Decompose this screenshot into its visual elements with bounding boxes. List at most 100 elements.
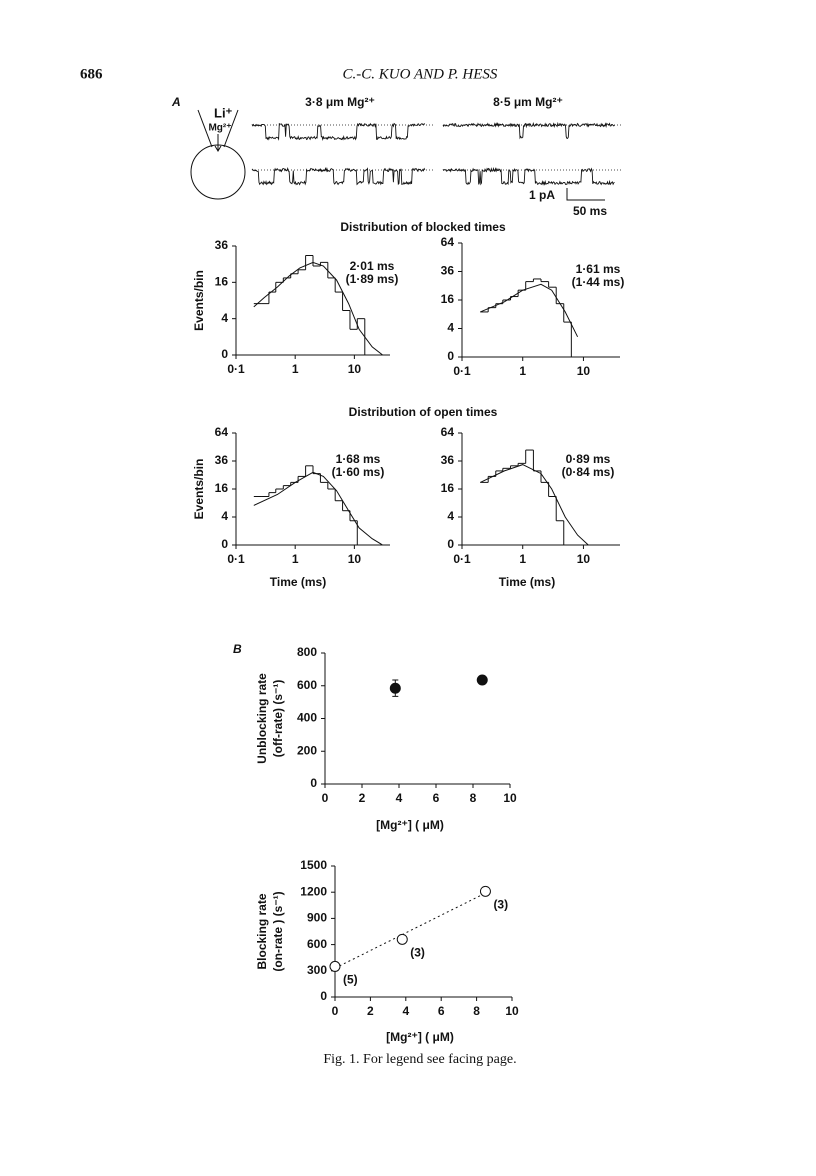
scale-label: 50 ms [573, 204, 607, 218]
fit-curve [253, 471, 383, 546]
y-axis-label: (off-rate) (s⁻¹) [271, 680, 285, 758]
x-tick-label: 2 [367, 1004, 374, 1018]
y-tick-label: 16 [441, 481, 455, 495]
fit-curve [480, 283, 579, 338]
y-tick-label: 4 [221, 509, 228, 523]
trace-title: 8·5 μm Mg²⁺ [493, 95, 563, 109]
y-axis-label: Events/bin [192, 270, 206, 331]
x-tick-label: 1 [519, 364, 526, 378]
trace-title: 3·8 μm Mg²⁺ [305, 95, 375, 109]
x-tick-label: 1 [292, 362, 299, 376]
data-point [479, 885, 491, 897]
x-tick-label: 10 [577, 552, 591, 566]
y-axis-label: (on-rate ) (s⁻¹) [271, 891, 285, 971]
annotation: 1·61 ms [576, 262, 621, 276]
point-label: (3) [493, 897, 508, 911]
x-axis-label: Time (ms) [270, 575, 326, 589]
scale-label: 1 pA [529, 188, 555, 202]
x-tick-label: 1 [292, 552, 299, 566]
y-tick-label: 16 [215, 275, 229, 289]
y-axis-label: Unblocking rate [255, 673, 269, 764]
y-axis-label: Events/bin [192, 459, 206, 520]
y-tick-label: 4 [447, 321, 454, 335]
y-tick-label: 0 [447, 537, 454, 551]
annotation: (1·44 ms) [572, 275, 625, 289]
data-point [396, 933, 408, 945]
x-tick-label: 10 [348, 362, 362, 376]
cell-label: Li⁺ [214, 105, 233, 120]
current-trace [251, 166, 426, 186]
x-tick-label: 0 [322, 791, 329, 805]
fit-curve [253, 261, 383, 356]
point-label: (3) [410, 946, 425, 960]
x-tick-label: 10 [505, 1004, 519, 1018]
y-tick-label: 900 [307, 911, 327, 925]
annotation: (1·60 ms) [332, 465, 385, 479]
y-tick-label: 0 [447, 349, 454, 363]
y-tick-label: 36 [441, 264, 455, 278]
annotation: (1·89 ms) [346, 272, 399, 286]
x-tick-label: 8 [473, 1004, 480, 1018]
page-number: 686 [80, 66, 103, 82]
x-tick-label: 0·1 [453, 552, 471, 566]
x-tick-label: 10 [577, 364, 591, 378]
panel-label: B [233, 642, 242, 656]
y-tick-label: 64 [215, 425, 229, 439]
y-tick-label: 0 [221, 347, 228, 361]
x-tick-label: 0·1 [227, 552, 245, 566]
x-tick-label: 4 [402, 1004, 409, 1018]
running-head: C.-C. KUO AND P. HESS [343, 66, 498, 82]
row-title: Distribution of blocked times [340, 220, 506, 234]
x-tick-label: 6 [438, 1004, 445, 1018]
fit-curve [334, 892, 486, 969]
annotation: 2·01 ms [350, 259, 395, 273]
x-tick-label: 10 [503, 791, 517, 805]
y-tick-label: 64 [441, 425, 455, 439]
current-trace [442, 167, 615, 186]
y-tick-label: 64 [441, 235, 455, 249]
scale-bar [566, 188, 605, 201]
y-tick-label: 1500 [300, 858, 327, 872]
x-axis-label: Time (ms) [499, 575, 555, 589]
x-axis-label: [Mg²⁺] ( μM) [386, 1030, 454, 1044]
caption: Fig. 1. For legend see facing page. [323, 1052, 516, 1067]
current-trace [251, 122, 426, 142]
y-tick-label: 0 [310, 776, 317, 790]
y-tick-label: 4 [447, 509, 454, 523]
fit-curve [480, 464, 589, 546]
y-tick-label: 0 [221, 537, 228, 551]
y-axis-label: Blocking rate [255, 893, 269, 969]
panel-label: A [171, 95, 181, 109]
y-tick-label: 1200 [300, 884, 327, 898]
x-tick-label: 1 [519, 552, 526, 566]
y-tick-label: 200 [297, 743, 317, 757]
cell [190, 144, 246, 200]
y-tick-label: 36 [215, 453, 229, 467]
y-tick-label: 400 [297, 711, 317, 725]
row-title: Distribution of open times [349, 405, 498, 419]
y-tick-label: 4 [221, 311, 228, 325]
point-label: (5) [343, 973, 358, 987]
data-point [389, 682, 401, 694]
y-tick-label: 600 [307, 937, 327, 951]
x-tick-label: 8 [470, 791, 477, 805]
y-tick-label: 800 [297, 645, 317, 659]
x-tick-label: 0·1 [227, 362, 245, 376]
y-tick-label: 16 [441, 292, 455, 306]
x-tick-label: 10 [348, 552, 362, 566]
x-tick-label: 0 [332, 1004, 339, 1018]
y-tick-label: 36 [441, 453, 455, 467]
x-tick-label: 4 [396, 791, 403, 805]
x-tick-label: 0·1 [453, 364, 471, 378]
annotation: 0·89 ms [566, 452, 611, 466]
pipette [197, 109, 213, 148]
y-tick-label: 16 [215, 481, 229, 495]
y-tick-label: 600 [297, 678, 317, 692]
arrow-head [214, 145, 222, 152]
y-tick-label: 0 [320, 989, 327, 1003]
x-tick-label: 6 [433, 791, 440, 805]
cell-label: Mg²⁺ [208, 123, 231, 134]
data-point [476, 674, 488, 686]
y-tick-label: 36 [215, 238, 229, 252]
